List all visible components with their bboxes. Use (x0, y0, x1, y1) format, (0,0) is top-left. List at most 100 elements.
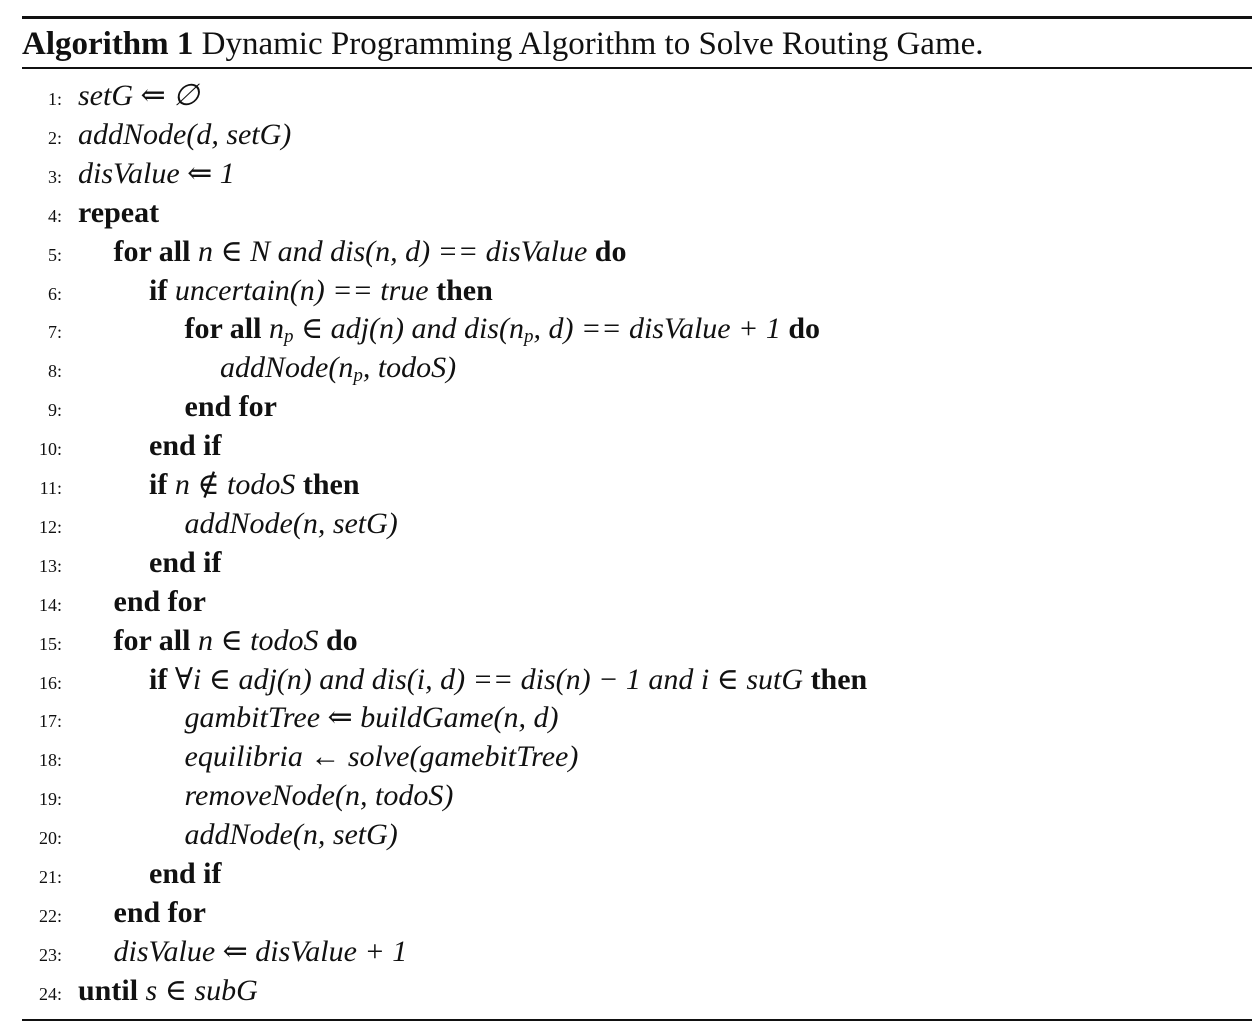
caption-rule (22, 67, 1252, 69)
algorithm-line: 24: until s ∈ subG (22, 971, 1252, 1010)
algorithm-line: 13: end if (22, 543, 1252, 582)
line-code: end if (149, 854, 222, 893)
keyword: end for (114, 585, 207, 618)
line-number: 1: (22, 80, 62, 119)
algorithm-line: 8: addNode(np, todoS) (22, 348, 1252, 387)
line-number: 17: (22, 702, 62, 741)
line-code: if n ∉ todoS then (149, 465, 360, 504)
keyword: then (436, 274, 493, 307)
keyword: end if (149, 429, 222, 462)
math-expression: gambitTree ⇐ buildGame(n, d) (185, 701, 559, 734)
math-expression: addNode(n, setG) (185, 507, 398, 540)
line-code: removeNode(n, todoS) (185, 776, 454, 815)
algorithm-line: 5: for all n ∈ N and dis(n, d) == disValu… (22, 232, 1252, 271)
line-number: 7: (22, 313, 62, 352)
math-expression: addNode(n, setG) (185, 818, 398, 851)
algorithm-line: 4: repeat (22, 193, 1252, 232)
top-rule (22, 16, 1252, 19)
algorithm-line: 6: if uncertain(n) == true then (22, 271, 1252, 310)
math-expression: s ∈ subG (138, 974, 258, 1007)
keyword: end for (185, 390, 278, 423)
algorithm-line: 20: addNode(n, setG) (22, 815, 1252, 854)
math-expression: disValue ⇐ 1 (78, 157, 235, 190)
line-number: 16: (22, 664, 62, 703)
algorithm-line: 2: addNode(d, setG) (22, 115, 1252, 154)
math-expression: equilibria ← solve(gamebitTree) (185, 740, 579, 773)
line-number: 20: (22, 819, 62, 858)
keyword: end for (114, 896, 207, 929)
algorithm-line: 15: for all n ∈ todoS do (22, 621, 1252, 660)
math-expression: n ∈ todoS (190, 624, 326, 657)
algorithm-line: 14: end for (22, 582, 1252, 621)
math-expression: , todoS) (363, 351, 456, 384)
keyword: end if (149, 857, 222, 890)
keyword: repeat (78, 196, 159, 229)
algorithm-caption: Algorithm 1 Dynamic Programming Algorith… (22, 24, 984, 64)
keyword: do (595, 235, 627, 268)
line-number: 3: (22, 158, 62, 197)
keyword: if (149, 663, 167, 696)
line-code: equilibria ← solve(gamebitTree) (185, 737, 579, 776)
math-expression: removeNode(n, todoS) (185, 779, 454, 812)
algorithm-block: Algorithm 1 Dynamic Programming Algorith… (22, 16, 1252, 1021)
math-expression: uncertain(n) == true (167, 274, 436, 307)
line-number: 8: (22, 352, 62, 391)
math-expression: disValue ⇐ disValue + 1 (114, 935, 408, 968)
keyword: then (811, 663, 868, 696)
bottom-rule (22, 1019, 1252, 1021)
line-number: 21: (22, 858, 62, 897)
line-code: end for (185, 387, 278, 426)
subscript: p (284, 326, 294, 347)
algorithm-line: 3: disValue ⇐ 1 (22, 154, 1252, 193)
math-expression: n ∉ todoS (167, 468, 303, 501)
line-number: 11: (22, 469, 62, 508)
algorithm-line: 23: disValue ⇐ disValue + 1 (22, 932, 1252, 971)
line-code: until s ∈ subG (78, 971, 258, 1010)
line-number: 2: (22, 119, 62, 158)
keyword: do (326, 624, 358, 657)
line-number: 10: (22, 430, 62, 469)
line-number: 14: (22, 586, 62, 625)
math-expression: n (261, 312, 284, 345)
line-number: 18: (22, 741, 62, 780)
algorithm-line: 1: setG ⇐ ∅ (22, 76, 1252, 115)
line-code: addNode(n, setG) (185, 815, 398, 854)
math-expression: n ∈ N and dis(n, d) == disValue (190, 235, 594, 268)
line-number: 23: (22, 936, 62, 975)
algorithm-title: Dynamic Programming Algorithm to Solve R… (202, 26, 984, 62)
keyword: for all (114, 235, 191, 268)
algorithm-line: 18: equilibria ← solve(gamebitTree) (22, 737, 1252, 776)
line-code: addNode(d, setG) (78, 115, 291, 154)
algorithm-label: Algorithm 1 (22, 26, 193, 62)
line-number: 15: (22, 625, 62, 664)
keyword: for all (114, 624, 191, 657)
line-code: end if (149, 543, 222, 582)
line-number: 13: (22, 547, 62, 586)
keyword: then (303, 468, 360, 501)
line-code: end for (114, 893, 207, 932)
line-code: for all n ∈ todoS do (114, 621, 358, 660)
line-code: if uncertain(n) == true then (149, 271, 493, 310)
line-number: 12: (22, 508, 62, 547)
line-number: 24: (22, 975, 62, 1014)
line-number: 5: (22, 236, 62, 275)
keyword: if (149, 274, 167, 307)
line-number: 19: (22, 780, 62, 819)
math-expression: ∈ adj(n) and dis(n (293, 312, 524, 345)
math-expression: addNode(n (220, 351, 353, 384)
algorithm-line: 17: gambitTree ⇐ buildGame(n, d) (22, 698, 1252, 737)
line-code: if ∀i ∈ adj(n) and dis(i, d) == dis(n) −… (149, 660, 867, 699)
keyword: until (78, 974, 138, 1007)
algorithm-line: 12: addNode(n, setG) (22, 504, 1252, 543)
line-code: for all np ∈ adj(n) and dis(np, d) == di… (185, 309, 821, 348)
subscript: p (353, 365, 363, 386)
line-code: for all n ∈ N and dis(n, d) == disValue … (114, 232, 627, 271)
algorithm-line: 7: for all np ∈ adj(n) and dis(np, d) == … (22, 309, 1252, 348)
line-code: setG ⇐ ∅ (78, 76, 199, 115)
math-expression: ∀i ∈ adj(n) and dis(i, d) == dis(n) − 1 … (167, 663, 810, 696)
keyword: do (788, 312, 820, 345)
math-expression: addNode(d, setG) (78, 118, 291, 151)
line-code: gambitTree ⇐ buildGame(n, d) (185, 698, 559, 737)
line-number: 22: (22, 897, 62, 936)
line-number: 6: (22, 275, 62, 314)
